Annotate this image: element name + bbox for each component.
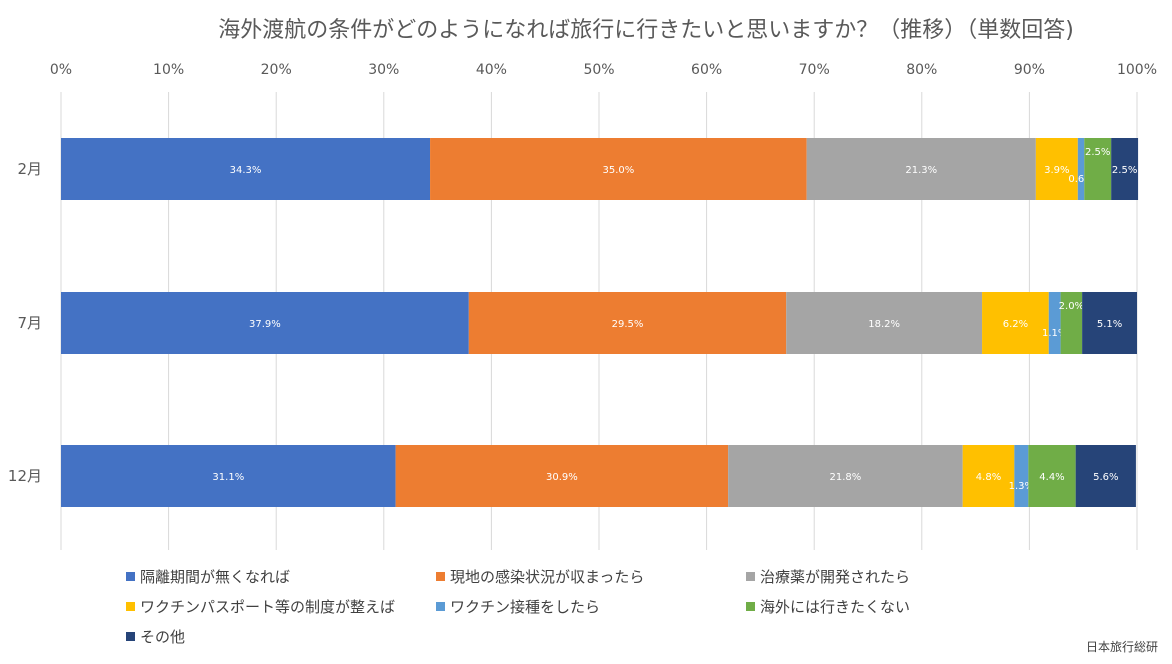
data-label: 5.6% bbox=[1093, 472, 1118, 483]
x-tick-label: 0% bbox=[50, 62, 72, 78]
legend-swatch bbox=[126, 602, 135, 611]
data-label: 4.8% bbox=[976, 472, 1001, 483]
x-tick-label: 10% bbox=[153, 62, 184, 78]
data-label: 21.8% bbox=[830, 472, 862, 483]
x-tick-label: 90% bbox=[1014, 62, 1045, 78]
bar-segment bbox=[1028, 445, 1076, 507]
bar-segment bbox=[430, 138, 807, 200]
x-tick-label: 60% bbox=[691, 62, 722, 78]
bar-segment bbox=[1060, 292, 1083, 354]
bar-segment bbox=[982, 292, 1049, 354]
bar-segment bbox=[1014, 445, 1029, 507]
data-label: 5.1% bbox=[1097, 319, 1122, 330]
legend-label: 海外には行きたくない bbox=[760, 598, 911, 616]
x-tick-label: 40% bbox=[476, 62, 507, 78]
data-label: 2.5% bbox=[1112, 165, 1137, 176]
x-tick-label: 30% bbox=[368, 62, 399, 78]
data-label: 34.3% bbox=[230, 165, 262, 176]
bar-segment bbox=[962, 445, 1015, 507]
bar-segment bbox=[806, 138, 1036, 200]
legend-swatch bbox=[436, 572, 445, 581]
legend-swatch bbox=[746, 602, 755, 611]
legend-item: 海外には行きたくない bbox=[746, 596, 910, 617]
legend-label: その他 bbox=[140, 628, 186, 646]
data-label: 4.4% bbox=[1039, 472, 1064, 483]
legend-item: その他 bbox=[126, 626, 185, 647]
data-label: 3.9% bbox=[1044, 165, 1069, 176]
category-label: 12月 bbox=[8, 467, 42, 485]
data-label: 35.0% bbox=[602, 165, 634, 176]
source-credit: 日本旅行総研 bbox=[1085, 640, 1158, 654]
x-tick-label: 100% bbox=[1117, 62, 1157, 78]
bar-segment bbox=[728, 445, 963, 507]
bar-segment bbox=[786, 292, 983, 354]
legend-item: 隔離期間が無くなれば bbox=[126, 566, 290, 587]
legend-label: 現地の感染状況が収まったら bbox=[450, 568, 645, 586]
bar-segment bbox=[1082, 292, 1137, 354]
legend-swatch bbox=[126, 632, 135, 641]
x-tick-label: 70% bbox=[799, 62, 830, 78]
legend-label: ワクチン接種をしたら bbox=[450, 598, 601, 616]
bar-segment bbox=[61, 292, 469, 354]
data-label: 2.5% bbox=[1085, 147, 1110, 158]
category-label: 2月 bbox=[17, 160, 42, 178]
legend-swatch bbox=[126, 572, 135, 581]
x-tick-label: 20% bbox=[261, 62, 292, 78]
legend-label: ワクチンパスポート等の制度が整えば bbox=[140, 598, 396, 616]
bar-segment bbox=[1111, 138, 1139, 200]
data-label: 31.1% bbox=[212, 472, 244, 483]
data-label: 6.2% bbox=[1003, 319, 1028, 330]
bar-segment bbox=[1035, 138, 1078, 200]
bar-segment bbox=[61, 138, 431, 200]
legend-item: 現地の感染状況が収まったら bbox=[436, 566, 644, 587]
data-label: 1.3% bbox=[1009, 481, 1034, 492]
bar-segment bbox=[395, 445, 729, 507]
legend-swatch bbox=[746, 572, 755, 581]
bar-segment bbox=[61, 445, 396, 507]
legend-item: ワクチン接種をしたら bbox=[436, 596, 600, 617]
category-label: 7月 bbox=[17, 314, 42, 332]
data-label: 0.6% bbox=[1068, 174, 1093, 185]
bar-segment bbox=[1048, 292, 1061, 354]
bar-segment bbox=[468, 292, 787, 354]
legend-item: 治療薬が開発されたら bbox=[746, 566, 910, 587]
x-tick-label: 50% bbox=[583, 62, 614, 78]
data-label: 21.3% bbox=[905, 165, 937, 176]
bar-segment bbox=[1077, 138, 1085, 200]
data-label: 30.9% bbox=[546, 472, 578, 483]
x-tick-label: 80% bbox=[906, 62, 937, 78]
legend-label: 治療薬が開発されたら bbox=[760, 568, 911, 586]
chart-title: 海外渡航の条件がどのようになれば旅行に行きたいと思いますか？（推移）（単数回答) bbox=[218, 18, 1074, 43]
bar-segment bbox=[1075, 445, 1136, 507]
legend-swatch bbox=[436, 602, 445, 611]
data-label: 37.9% bbox=[249, 319, 281, 330]
legend-label: 隔離期間が無くなれば bbox=[140, 568, 291, 586]
data-label: 1.1% bbox=[1042, 328, 1067, 339]
legend-item: ワクチンパスポート等の制度が整えば bbox=[126, 596, 395, 617]
bar-segment bbox=[1084, 138, 1112, 200]
data-label: 29.5% bbox=[612, 319, 644, 330]
data-label: 2.0% bbox=[1059, 301, 1084, 312]
data-label: 18.2% bbox=[868, 319, 900, 330]
